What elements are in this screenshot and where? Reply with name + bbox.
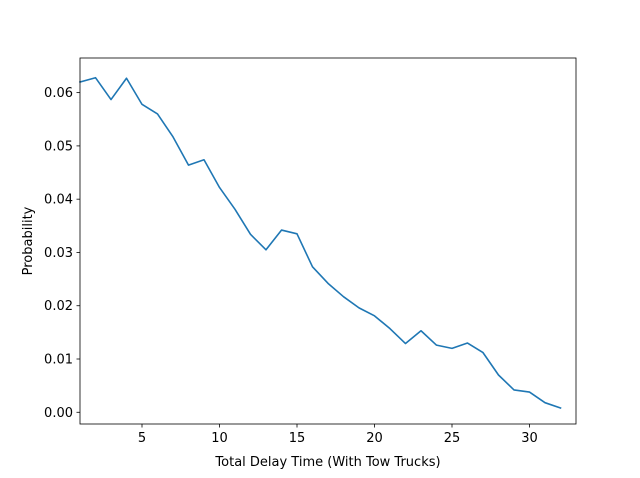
y-tick-label: 0.05	[44, 139, 73, 154]
y-tick-label: 0.03	[44, 246, 73, 261]
x-tick-label: 10	[211, 431, 228, 446]
x-tick-label: 20	[366, 431, 383, 446]
x-axis-title: Total Delay Time (With Tow Trucks)	[214, 455, 440, 470]
plot-frame	[79, 57, 577, 425]
x-tick-label: 15	[289, 431, 306, 446]
y-axis-title: Probability	[21, 206, 36, 275]
series-line	[79, 76, 562, 410]
y-tick-label: 0.00	[44, 406, 73, 421]
y-tick-label: 0.01	[44, 353, 73, 368]
y-tick-label: 0.04	[44, 193, 73, 208]
x-tick-label: 5	[138, 431, 146, 446]
x-tick-label: 25	[444, 431, 461, 446]
y-tick-label: 0.06	[44, 86, 73, 101]
x-tick-label: 30	[521, 431, 538, 446]
y-tick-label: 0.02	[44, 299, 73, 314]
